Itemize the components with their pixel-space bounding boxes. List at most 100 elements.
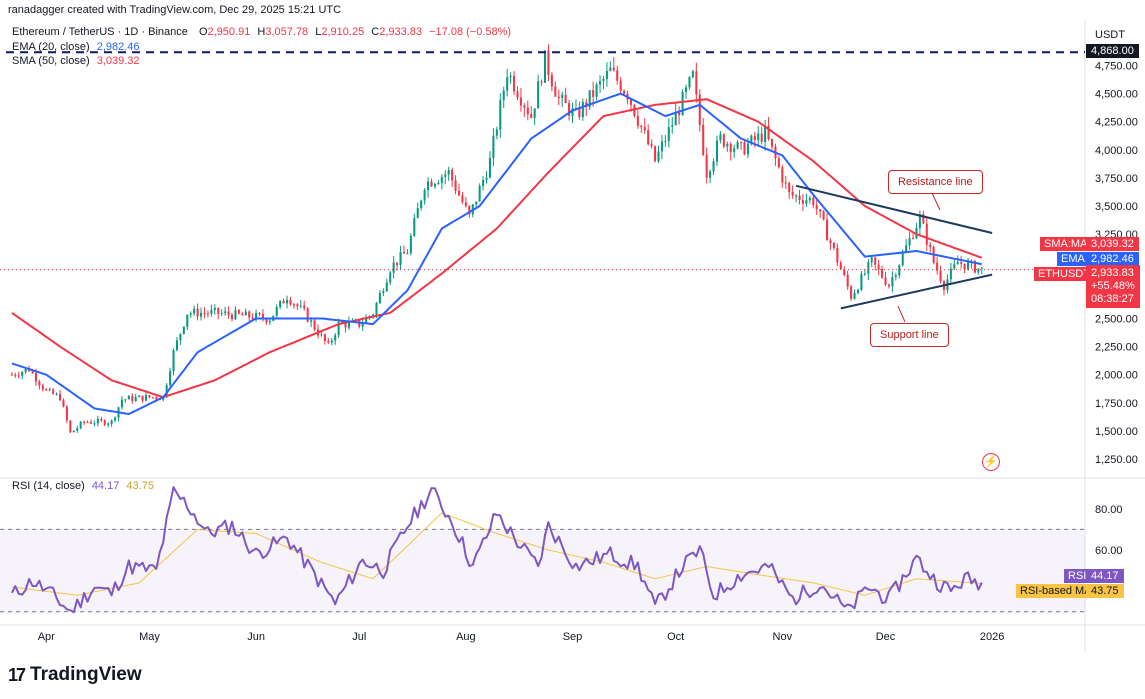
candle-body: [801, 200, 804, 204]
candle-body: [440, 176, 443, 183]
candle-body: [196, 308, 199, 317]
candle-body: [815, 204, 818, 210]
tradingview-logo[interactable]: 17 TradingView: [8, 664, 142, 686]
candle-body: [289, 299, 292, 305]
candle-body: [667, 126, 670, 141]
candle-body: [495, 129, 498, 136]
candle-body: [688, 77, 691, 88]
candle-body: [929, 244, 932, 248]
candle-body: [120, 399, 123, 408]
candle-body: [189, 313, 192, 315]
symbol-name[interactable]: Ethereum / TetherUS · 1D · Binance: [12, 26, 188, 38]
time-tick-label: Aug: [456, 631, 476, 643]
resistance-callout[interactable]: Resistance line: [888, 170, 983, 194]
candle-body: [554, 86, 557, 97]
candle-body: [798, 195, 801, 201]
candle-body: [433, 183, 436, 187]
candle-body: [829, 240, 832, 243]
resistance-trendline: [795, 184, 993, 234]
candle-body: [506, 77, 509, 91]
candle-body: [636, 115, 639, 126]
candle-body: [647, 130, 650, 145]
rsi-tick-label: 60.00: [1095, 545, 1123, 557]
candle-body: [59, 393, 62, 401]
candle-body: [550, 74, 553, 87]
ema-legend[interactable]: EMA (20, close) 2,982.46: [12, 41, 140, 53]
sma-legend[interactable]: SMA (50, close) 3,039.32: [12, 55, 140, 67]
candle-body: [585, 101, 588, 107]
rsi-ma-axis-tag: RSI-based MA: [1016, 584, 1096, 598]
candle-body: [764, 125, 767, 142]
candle-body: [83, 421, 86, 423]
candle-body: [303, 305, 306, 309]
price-tick-label: 4,250.00: [1095, 117, 1138, 129]
candle-body: [437, 182, 440, 184]
candle-body: [361, 322, 364, 327]
candle-body: [843, 269, 846, 275]
time-tick-label: Sep: [563, 631, 583, 643]
candle-body: [124, 399, 127, 401]
candle-body: [107, 423, 110, 425]
ohlc-o-label: O: [198, 26, 208, 38]
currency-label: USDT: [1095, 29, 1125, 41]
candle-body: [502, 90, 505, 101]
candle-body: [330, 340, 333, 343]
candle-body: [705, 154, 708, 178]
candle-body: [743, 142, 746, 155]
candle-body: [674, 112, 677, 126]
candle-body: [134, 397, 137, 401]
candle-body: [781, 167, 784, 183]
candle-body: [378, 293, 381, 304]
candle-body: [891, 277, 894, 287]
candle-body: [884, 277, 887, 285]
candle-body: [416, 208, 419, 219]
candle-body: [905, 245, 908, 253]
resistance-callout-pointer: [931, 192, 941, 211]
candle-body: [788, 182, 791, 193]
candle-body: [62, 400, 65, 407]
ema20-line: [11, 92, 983, 415]
candle-body: [406, 253, 409, 255]
candle-body: [296, 304, 299, 307]
candle-body: [561, 94, 564, 99]
candle-body: [451, 169, 454, 181]
rsi-ma-legend-value: 43.75: [126, 480, 154, 492]
candle-body: [230, 314, 234, 320]
candle-body: [850, 286, 853, 299]
time-tick-label: Dec: [876, 631, 896, 643]
candle-body: [499, 100, 502, 130]
symbol-legend: Ethereum / TetherUS · 1D · Binance O2,95…: [12, 26, 511, 38]
candle-body: [695, 71, 698, 95]
ohlc-change: −17.08 (−0.58%): [429, 26, 512, 38]
candle-body: [151, 397, 154, 399]
time-tick-label: Jun: [247, 631, 265, 643]
candle-body: [853, 292, 856, 299]
support-callout[interactable]: Support line: [870, 323, 949, 347]
candle-body: [860, 273, 863, 290]
rsi-legend[interactable]: RSI (14, close) 44.17 43.75: [12, 480, 154, 492]
candle-body: [224, 311, 227, 313]
candle-body: [740, 142, 743, 144]
candle-body: [925, 223, 928, 245]
candle-body: [543, 50, 547, 83]
candle-body: [712, 161, 715, 172]
candle-body: [488, 157, 491, 178]
candle-body: [557, 96, 560, 99]
price-tick-label: 2,000.00: [1095, 370, 1138, 382]
candle-body: [103, 420, 106, 425]
creator-line: ranadagger created with TradingView.com,…: [8, 4, 342, 16]
candle-body: [530, 114, 533, 118]
candle-body: [17, 375, 20, 377]
candle-body: [286, 299, 289, 304]
candle-body: [327, 340, 330, 343]
candle-body: [265, 318, 268, 323]
candle-body: [654, 146, 657, 162]
candle-body: [86, 421, 89, 423]
ema-line-group: [11, 92, 983, 415]
candle-body: [10, 374, 13, 376]
candle-body: [874, 257, 877, 265]
candle-body: [334, 335, 337, 341]
price-tick-label: 2,500.00: [1095, 313, 1138, 325]
alert-lightning-icon[interactable]: ⚡: [982, 453, 1000, 471]
